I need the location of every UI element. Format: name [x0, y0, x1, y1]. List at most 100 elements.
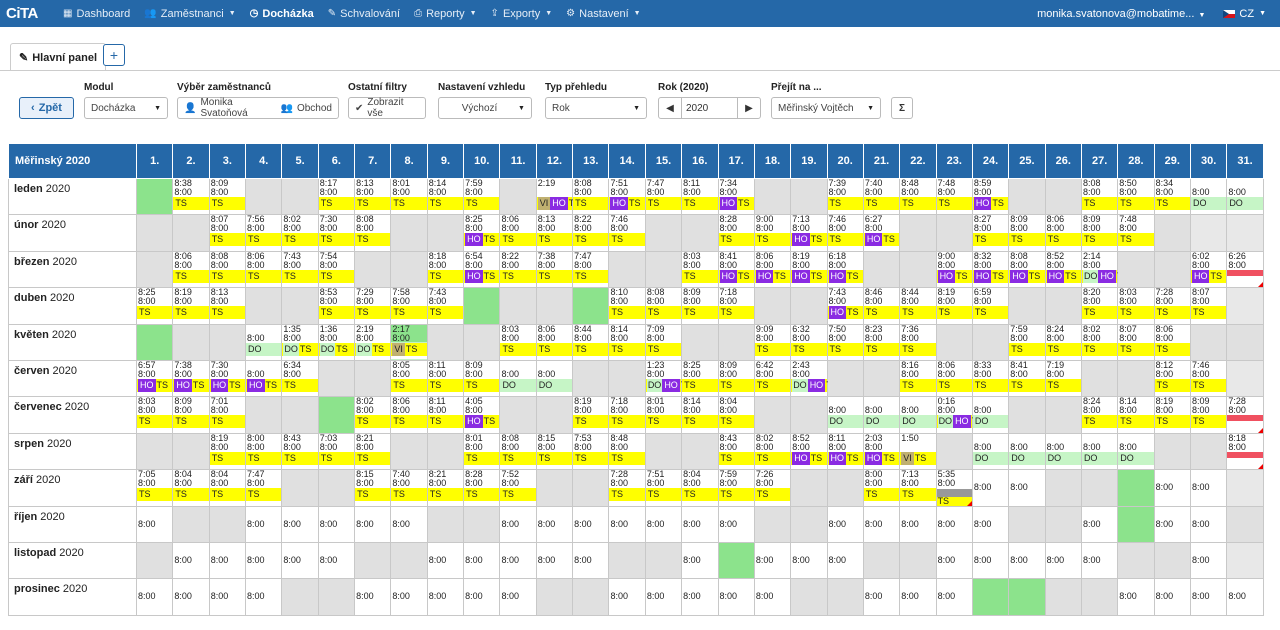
- day-cell[interactable]: 8:00: [245, 541, 283, 580]
- day-cell[interactable]: 8:00: [753, 578, 792, 616]
- day-cell[interactable]: 8:00 DO: [1008, 432, 1046, 471]
- day-cell[interactable]: [317, 578, 356, 616]
- day-cell[interactable]: 8:34 8:00 TS: [1153, 177, 1191, 216]
- day-cell[interactable]: [1226, 505, 1264, 543]
- day-cell[interactable]: 8:14 8:00 TS: [608, 323, 646, 361]
- day-cell[interactable]: [390, 214, 428, 252]
- day-cell[interactable]: 7:28 8:00 TS: [608, 469, 646, 507]
- day-cell[interactable]: 6:34 8:00 TS: [281, 359, 319, 398]
- day-cell[interactable]: 1:36 8:00 DO TS: [317, 323, 356, 361]
- view-select[interactable]: Výchozí ▼: [438, 97, 532, 119]
- day-cell[interactable]: 7:18 8:00 TS: [608, 396, 646, 434]
- day-cell[interactable]: 8:00: [644, 578, 683, 616]
- day-cell[interactable]: [354, 250, 392, 289]
- day-cell[interactable]: 8:48 8:00 TS: [608, 432, 646, 471]
- day-cell[interactable]: 8:00: [535, 541, 574, 580]
- day-cell[interactable]: [317, 359, 356, 398]
- day-cell[interactable]: 8:00: [354, 505, 392, 543]
- day-cell[interactable]: 8:19 8:00 TS: [935, 287, 973, 325]
- day-cell[interactable]: [1226, 287, 1264, 325]
- day-cell[interactable]: [681, 432, 719, 471]
- day-cell[interactable]: [681, 214, 719, 252]
- day-cell[interactable]: 8:09 8:00 TS: [681, 287, 719, 325]
- day-cell[interactable]: 7:53 8:00 TS: [572, 432, 610, 471]
- day-cell[interactable]: 8:00: [826, 505, 864, 543]
- day-cell[interactable]: 8:00 DO: [899, 396, 937, 434]
- day-cell[interactable]: 7:30 8:00 TS: [317, 214, 356, 252]
- day-cell[interactable]: 8:06 8:00 TS: [935, 359, 973, 398]
- day-cell[interactable]: 6:57 8:00 HO TS: [135, 359, 174, 398]
- day-cell[interactable]: 9:09 8:00 TS: [753, 323, 792, 361]
- day-cell[interactable]: [1044, 469, 1082, 507]
- day-cell[interactable]: 8:09 8:00 TS: [1189, 396, 1228, 434]
- day-cell[interactable]: [1153, 214, 1191, 252]
- day-cell[interactable]: [826, 469, 864, 507]
- day-cell[interactable]: 2:17 8:00 VI TS: [390, 323, 428, 361]
- day-cell[interactable]: 7:59 8:00 TS: [463, 177, 501, 216]
- day-cell[interactable]: [862, 359, 901, 398]
- employee-select[interactable]: 👤 Monika Svatoňová 👥 Obchod: [177, 97, 339, 119]
- day-cell[interactable]: 8:43 8:00 TS: [281, 432, 319, 471]
- day-cell[interactable]: 7:05 8:00 TS: [135, 469, 174, 507]
- day-cell[interactable]: 8:02 8:00 TS: [1080, 323, 1119, 361]
- day-cell[interactable]: 8:04 8:00 TS: [172, 469, 210, 507]
- day-cell[interactable]: 8:00: [535, 505, 574, 543]
- modul-select[interactable]: Docházka ▼: [84, 97, 168, 119]
- day-cell[interactable]: [935, 214, 973, 252]
- day-cell[interactable]: [208, 323, 247, 361]
- day-cell[interactable]: [1080, 469, 1119, 507]
- day-cell[interactable]: 8:13 8:00 TS: [208, 287, 247, 325]
- day-cell[interactable]: 8:14 8:00 TS: [681, 396, 719, 434]
- day-cell[interactable]: 6:02 8:00 HO TS: [1189, 250, 1228, 289]
- day-cell[interactable]: 8:00: [608, 578, 646, 616]
- day-cell[interactable]: 8:00: [971, 541, 1010, 580]
- day-cell[interactable]: 7:48 8:00 TS: [1117, 214, 1155, 252]
- day-cell[interactable]: 8:00 8:00 TS: [245, 432, 283, 471]
- day-cell[interactable]: [390, 541, 428, 580]
- day-cell[interactable]: [499, 396, 537, 434]
- day-cell[interactable]: 7:46 8:00 TS: [1189, 359, 1228, 398]
- day-cell[interactable]: 8:00: [1080, 541, 1119, 580]
- day-cell[interactable]: 7:48 8:00 TS: [935, 177, 973, 216]
- day-cell[interactable]: [1008, 396, 1046, 434]
- day-cell[interactable]: 8:00: [463, 541, 501, 580]
- day-cell[interactable]: 8:00 DO: [245, 323, 283, 361]
- day-cell[interactable]: 7:28 8:00 TS: [1153, 287, 1191, 325]
- day-cell[interactable]: [753, 396, 792, 434]
- day-cell[interactable]: 8:15 8:00 TS: [535, 432, 574, 471]
- day-cell[interactable]: [1226, 541, 1264, 580]
- day-cell[interactable]: 8:00 DO: [1226, 177, 1264, 216]
- day-cell[interactable]: 8:00: [390, 578, 428, 616]
- day-cell[interactable]: [899, 214, 937, 252]
- goto-select[interactable]: Měřinský Vojtěch ▼: [771, 97, 881, 119]
- day-cell[interactable]: 8:00: [1044, 541, 1082, 580]
- day-cell[interactable]: 8:00: [1117, 578, 1155, 616]
- day-cell[interactable]: 8:00: [1080, 505, 1119, 543]
- day-cell[interactable]: 8:09 8:00 TS: [1080, 214, 1119, 252]
- day-cell[interactable]: [535, 396, 574, 434]
- day-cell[interactable]: [1117, 469, 1155, 507]
- day-cell[interactable]: 1:35 8:00 DO TS: [281, 323, 319, 361]
- day-cell[interactable]: [862, 250, 901, 289]
- day-cell[interactable]: 8:00 DO: [499, 359, 537, 398]
- day-cell[interactable]: 8:06 8:00 TS: [1153, 323, 1191, 361]
- day-cell[interactable]: [753, 287, 792, 325]
- day-cell[interactable]: 8:00: [317, 505, 356, 543]
- day-cell[interactable]: [245, 287, 283, 325]
- day-cell[interactable]: 8:04 8:00 TS: [681, 469, 719, 507]
- day-cell[interactable]: [753, 177, 792, 216]
- day-cell[interactable]: 8:19 8:00 TS: [572, 396, 610, 434]
- day-cell[interactable]: 7:43 8:00 TS: [281, 250, 319, 289]
- day-cell[interactable]: 8:00 DO: [1189, 177, 1228, 216]
- day-cell[interactable]: 8:00: [208, 578, 247, 616]
- day-cell[interactable]: [1117, 250, 1155, 289]
- day-cell[interactable]: 7:59 8:00 TS: [1008, 323, 1046, 361]
- day-cell[interactable]: [1044, 177, 1082, 216]
- day-cell[interactable]: [826, 359, 864, 398]
- day-cell[interactable]: 2:19VIHOTS: [535, 177, 580, 216]
- day-cell[interactable]: 8:19 8:00 TS: [172, 287, 210, 325]
- day-cell[interactable]: [1226, 469, 1264, 507]
- day-cell[interactable]: 6:27 8:00 HO TS: [862, 214, 901, 252]
- day-cell[interactable]: 8:02 8:00 TS: [753, 432, 792, 471]
- day-cell[interactable]: [572, 469, 610, 507]
